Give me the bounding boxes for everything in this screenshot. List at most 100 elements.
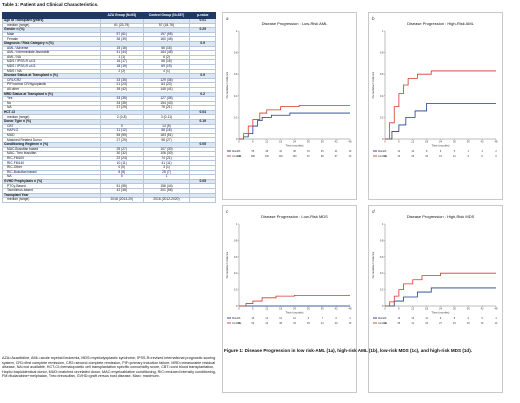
chart-1c-low-risk-mds: c Disease Progression : Low-Risk MDS 0 0.2 0… xyxy=(225,209,352,325)
risk-count: 14 xyxy=(265,317,268,320)
risk-count: 16 xyxy=(349,150,352,153)
table-title: Table 1: Patient and Clinical Characteri… xyxy=(2,2,99,7)
panel-label: a xyxy=(226,16,229,21)
risk-count: 56 xyxy=(238,150,241,153)
risk-count: 9 xyxy=(308,317,310,320)
risk-count: 25 xyxy=(411,155,414,158)
risk-count: 38 xyxy=(279,322,282,325)
y-tick-label: 0.2 xyxy=(234,288,238,292)
x-axis-label: Time (months) xyxy=(432,311,450,315)
y-tick-label: 1 xyxy=(382,222,384,226)
y-tick-label: 0.8 xyxy=(234,51,238,55)
risk-count: 18 xyxy=(384,317,387,320)
series-line-controls xyxy=(239,105,350,140)
y-tick-label: 0 xyxy=(382,137,384,141)
y-tick-label: 0.4 xyxy=(234,271,238,275)
x-tick-label: 42 xyxy=(335,140,338,144)
risk-count: 189 xyxy=(251,155,256,158)
x-tick-label: 24 xyxy=(293,307,296,311)
x-tick-label: 36 xyxy=(467,140,470,144)
y-tick-label: 0.6 xyxy=(380,255,384,259)
chart-1b-high-risk-aml: b Disease Progression : High-Risk AML 0 0.2… xyxy=(371,16,498,158)
x-tick-label: 18 xyxy=(279,140,282,144)
y-tick-label: 0.6 xyxy=(234,72,238,76)
x-tick-label: 30 xyxy=(307,140,310,144)
risk-count: 87 xyxy=(307,155,310,158)
y-tick-label: 0.2 xyxy=(234,115,238,119)
x-tick-label: 0 xyxy=(238,307,240,311)
col-header-characteristic xyxy=(2,12,101,19)
x-tick-label: 24 xyxy=(439,140,442,144)
x-tick-label: 42 xyxy=(481,140,484,144)
risk-count: 13 xyxy=(411,317,414,320)
legend-label: Controls xyxy=(232,155,242,158)
table-row: median (range) 2 (0-8) 3 (0-11) xyxy=(2,114,216,121)
x-tick-label: 30 xyxy=(453,307,456,311)
risk-count: 12 xyxy=(453,155,456,158)
figure-caption: Figure 1: Disease Progression in low ris… xyxy=(224,348,473,353)
risk-count: 55 xyxy=(398,322,401,325)
risk-count: 68 xyxy=(321,155,324,158)
y-tick-label: 0.8 xyxy=(380,238,384,242)
series-line-controls xyxy=(239,294,350,307)
risk-count: 6 xyxy=(495,155,497,158)
cell-pvalue xyxy=(189,197,216,203)
y-tick-label: 1 xyxy=(382,29,384,33)
chart-1d-high-risk-mds: d Disease Progression : High-Risk MDS 0 0.2… xyxy=(371,209,498,325)
x-tick-label: 24 xyxy=(293,140,296,144)
x-tick-label: 0 xyxy=(384,307,386,311)
y-tick-label: 0.4 xyxy=(380,271,384,275)
risk-count: 120 xyxy=(279,155,284,158)
risk-count: 21 xyxy=(335,150,338,153)
risk-count: 10 xyxy=(411,150,414,153)
chart-panel-d: d Disease Progression : High-Risk MDS 0 0.2… xyxy=(368,205,503,393)
risk-count: 56 xyxy=(384,155,387,158)
y-tick-label: 0.8 xyxy=(234,238,238,242)
x-tick-label: 6 xyxy=(252,307,254,311)
x-tick-label: 18 xyxy=(425,307,428,311)
chart-1a-low-risk-aml: a Disease Progression : Low-Risk AML 0 0.2 0… xyxy=(225,16,352,158)
risk-count: 8 xyxy=(481,155,483,158)
legend-label: Maint xyxy=(378,317,384,320)
risk-count: 8 xyxy=(426,150,428,153)
risk-count: 15 xyxy=(384,150,387,153)
risk-count: 29 xyxy=(307,322,310,325)
x-tick-label: 36 xyxy=(321,307,324,311)
x-tick-label: 42 xyxy=(481,307,484,311)
panel-label: b xyxy=(372,16,375,21)
risk-count: 13 xyxy=(495,322,498,325)
y-tick-label: 0.8 xyxy=(380,51,384,55)
risk-count: 19 xyxy=(467,322,470,325)
risk-count: 2 xyxy=(495,150,497,153)
risk-count: 6 xyxy=(440,150,442,153)
series-line-maint xyxy=(239,112,350,140)
legend-label: Maint xyxy=(378,150,384,153)
risk-count: 15 xyxy=(252,317,255,320)
risk-count: 3 xyxy=(481,150,483,153)
x-tick-label: 36 xyxy=(321,140,324,144)
y-tick-label: 0 xyxy=(236,137,238,141)
risk-count: 41 xyxy=(411,322,414,325)
risk-count: 16 xyxy=(398,317,401,320)
risk-count: 4 xyxy=(468,150,470,153)
y-tick-label: 0 xyxy=(382,304,384,308)
cell-aza: 2018 (2013-20) xyxy=(99,197,144,203)
y-tick-label: 0.2 xyxy=(380,115,384,119)
y-tick-label: 0.6 xyxy=(380,72,384,76)
x-tick-label: 18 xyxy=(425,140,428,144)
series-line-maint xyxy=(385,287,496,307)
risk-count: 16 xyxy=(481,322,484,325)
series-line-controls xyxy=(385,272,496,307)
risk-count: 11 xyxy=(425,317,428,320)
risk-count: 23 xyxy=(453,322,456,325)
risk-count: 43 xyxy=(349,155,352,158)
cell-characteristic: median (range) xyxy=(2,197,101,203)
legend-label: Maint xyxy=(232,317,238,320)
x-tick-label: 12 xyxy=(265,140,268,144)
x-tick-label: 48 xyxy=(349,307,352,311)
x-tick-label: 36 xyxy=(467,307,470,311)
x-tick-label: 6 xyxy=(252,140,254,144)
risk-count: 16 xyxy=(349,322,352,325)
risk-count: 6 xyxy=(468,317,470,320)
risk-count: 7 xyxy=(322,317,324,320)
